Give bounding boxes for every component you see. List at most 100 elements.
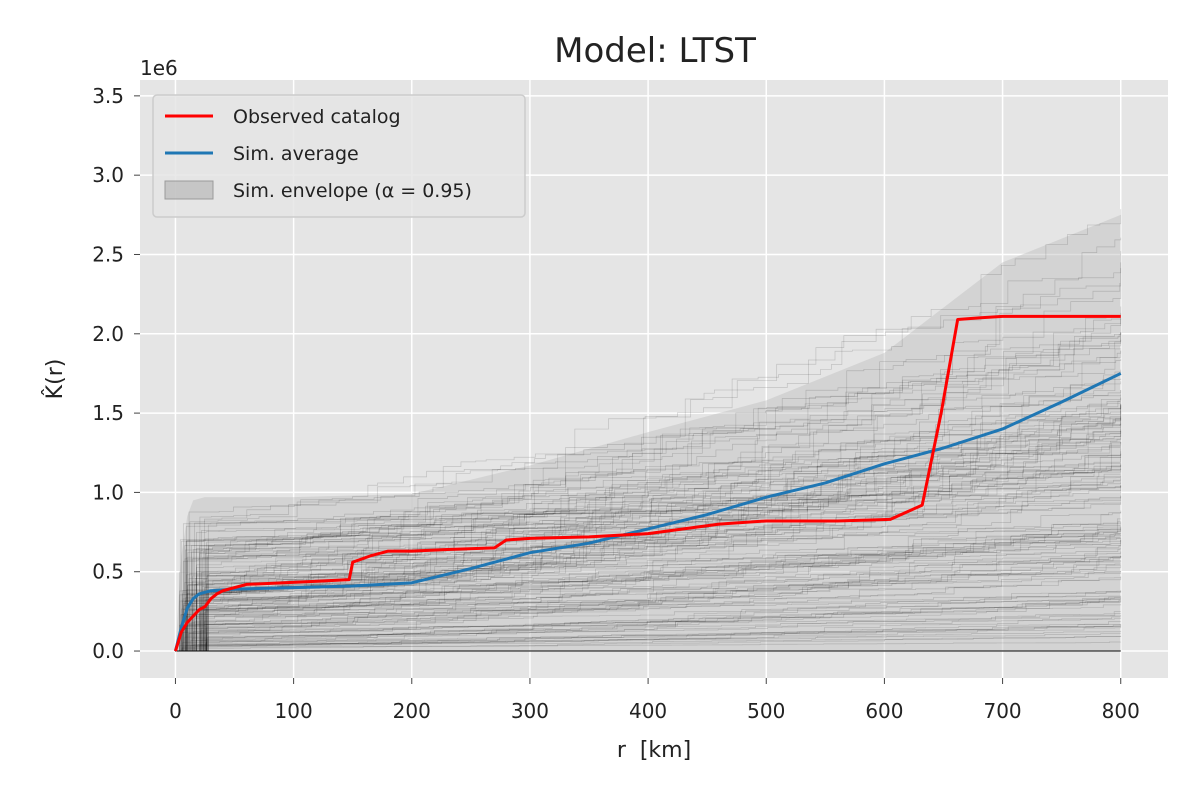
sim-trajectory — [175, 417, 1122, 652]
sim-trajectory — [175, 557, 1122, 652]
sim-trajectory — [175, 529, 1122, 652]
sim-trajectory — [175, 417, 1122, 652]
sim-trajectory — [175, 537, 1122, 652]
sim-trajectory — [175, 596, 1122, 652]
sim-trajectory — [175, 209, 1122, 652]
simulation-trajectories — [175, 209, 1122, 652]
sim-trajectory — [175, 590, 1122, 652]
sim-trajectory — [175, 424, 1122, 652]
sim-trajectory — [175, 416, 1122, 652]
sim-trajectory — [175, 545, 1122, 652]
sim-trajectory — [175, 480, 1122, 652]
sim-trajectory — [175, 571, 1122, 652]
sim-trajectory — [175, 563, 1122, 652]
sim-trajectory — [175, 378, 1122, 652]
sim-trajectory — [175, 556, 1122, 652]
sim-trajectory — [175, 389, 1122, 652]
sim-trajectory — [175, 468, 1122, 652]
sim-trajectory — [175, 454, 1122, 652]
y-tick-label: 1.5 — [92, 401, 124, 425]
sim-trajectory — [175, 371, 1122, 652]
sim-trajectory — [175, 431, 1122, 652]
sim-trajectory — [175, 528, 1122, 652]
x-tick-label: 200 — [393, 699, 431, 723]
sim-trajectory — [175, 571, 1122, 652]
sim-trajectory — [175, 451, 1122, 652]
series-layer — [173, 314, 1122, 652]
sim-trajectory — [175, 442, 1122, 652]
x-tick-label: 600 — [865, 699, 903, 723]
sim-trajectory — [175, 565, 1122, 652]
sim-trajectory — [175, 369, 1122, 652]
sim-trajectory — [175, 332, 1122, 652]
sim-trajectory — [175, 419, 1122, 652]
sim-trajectory — [175, 573, 1122, 652]
sim-trajectory — [175, 441, 1122, 652]
sim-trajectory — [175, 636, 1122, 652]
sim-trajectory — [175, 456, 1122, 652]
sim-trajectory — [175, 621, 1122, 652]
sim-trajectory — [175, 441, 1122, 652]
sim-trajectory — [175, 418, 1122, 652]
x-tick-label: 300 — [511, 699, 549, 723]
sim-trajectory — [175, 604, 1122, 652]
sim-trajectory — [175, 477, 1122, 652]
sim-trajectory — [175, 624, 1122, 652]
sim-trajectory — [175, 496, 1122, 652]
sim-trajectory — [175, 625, 1122, 652]
sim-trajectory — [175, 590, 1122, 652]
sim-trajectory — [175, 510, 1122, 652]
sim-trajectory — [175, 530, 1122, 652]
sim-trajectory — [175, 332, 1122, 652]
x-tick-label: 100 — [275, 699, 313, 723]
sim-trajectory — [175, 268, 1122, 652]
sim-trajectory — [175, 539, 1122, 652]
sim-trajectory — [175, 522, 1122, 652]
sim-trajectory — [175, 518, 1122, 652]
sim-trajectory — [175, 312, 1122, 652]
y-tick-label: 3.5 — [92, 84, 124, 108]
sim-trajectory — [175, 486, 1122, 652]
x-tick-label: 500 — [747, 699, 785, 723]
sim-trajectory — [175, 635, 1122, 652]
sim-trajectory — [175, 448, 1122, 652]
sim-trajectory — [175, 438, 1122, 652]
sim-trajectory — [175, 424, 1122, 652]
sim-trajectory — [175, 599, 1122, 652]
y-axis-label: K̂(r) — [42, 359, 68, 400]
sim-trajectory — [175, 550, 1122, 652]
y-tick-label: 2.5 — [92, 242, 124, 266]
sim-trajectory — [175, 512, 1122, 652]
sim-trajectory — [175, 306, 1122, 652]
sim-trajectory — [175, 595, 1122, 652]
sim-trajectory — [175, 237, 1122, 652]
sim-trajectory — [175, 529, 1122, 652]
legend-label: Observed catalog — [233, 106, 401, 128]
sim-trajectory — [175, 600, 1122, 652]
sim-trajectory — [175, 616, 1122, 652]
x-tick-label: 800 — [1102, 699, 1140, 723]
envelope-layer — [175, 214, 1121, 652]
sim-trajectory — [175, 555, 1122, 652]
sim-trajectory — [175, 618, 1122, 652]
series-line-observed-catalog — [174, 314, 1121, 652]
sim-trajectory — [175, 633, 1122, 652]
x-tick-label: 0 — [169, 699, 182, 723]
legend-swatch — [164, 180, 214, 200]
sim-trajectory — [175, 358, 1122, 652]
sim-trajectory — [175, 283, 1122, 652]
sim-trajectory — [175, 428, 1122, 652]
sim-trajectory — [175, 597, 1122, 652]
sim-trajectory — [175, 534, 1122, 652]
sim-trajectory — [175, 537, 1122, 652]
y-axis: 0.0 0.5 1.0 1.5 2.0 2.5 3.0 3.5 — [92, 84, 140, 663]
sim-trajectory — [175, 404, 1122, 652]
sim-trajectory — [175, 499, 1122, 652]
y-tick-label: 1.0 — [92, 480, 124, 504]
legend-box — [152, 94, 526, 218]
sim-trajectory — [175, 401, 1122, 652]
sim-trajectory — [175, 332, 1122, 652]
sim-trajectory — [175, 405, 1122, 652]
sim-trajectory — [175, 611, 1122, 652]
sim-trajectory — [175, 446, 1122, 652]
